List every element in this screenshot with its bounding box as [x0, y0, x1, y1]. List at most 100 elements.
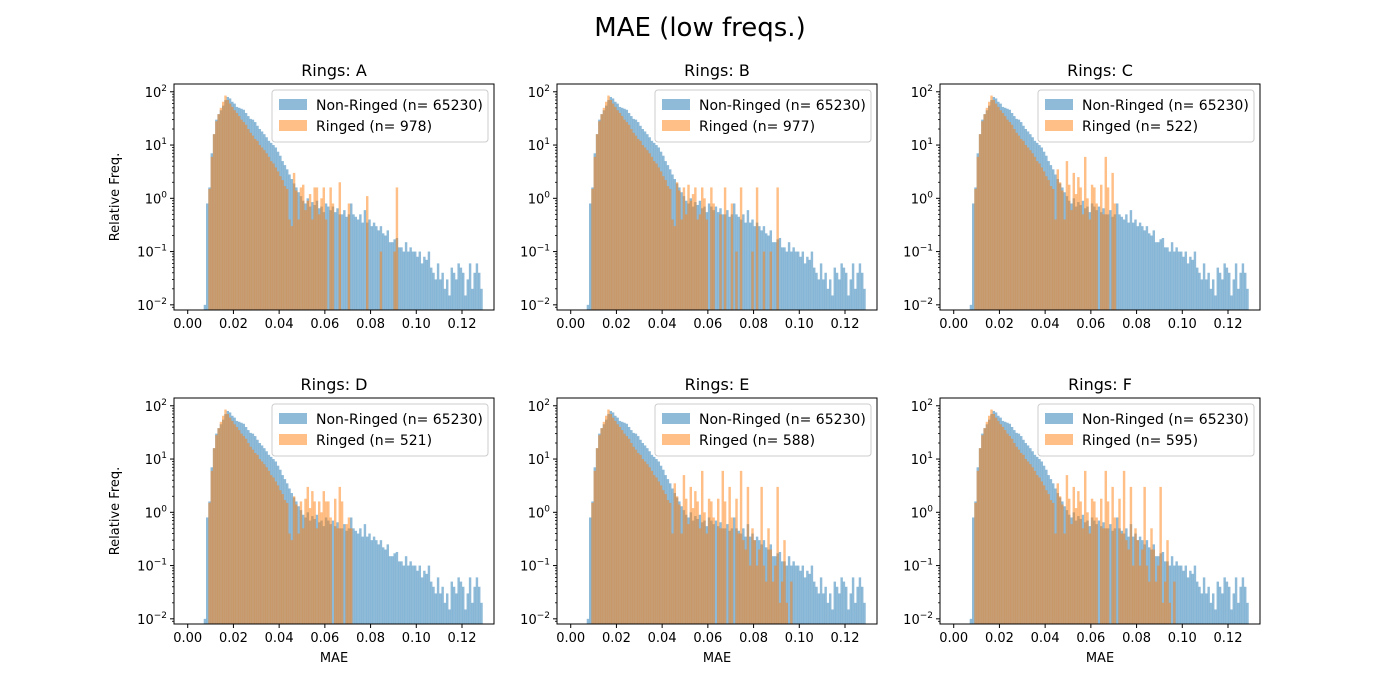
histogram-bar	[443, 602, 447, 624]
histogram-bar	[286, 188, 289, 310]
histogram-bar	[203, 618, 207, 624]
histogram-bar	[726, 210, 729, 310]
histogram-bar	[778, 237, 782, 310]
histogram-bar	[1045, 176, 1048, 310]
histogram-bar	[1013, 443, 1016, 624]
y-tick-label: 102	[145, 84, 167, 101]
histogram-bar	[1029, 464, 1032, 624]
histogram-bar	[295, 190, 298, 310]
y-tick-label: 10−2	[903, 297, 933, 314]
histogram-bar	[1086, 512, 1089, 624]
histogram-bar	[1072, 486, 1076, 624]
histogram-bar	[1047, 494, 1050, 624]
histogram-bar	[386, 230, 390, 310]
x-tick-label: 0.04	[265, 317, 294, 332]
legend: Non-Ringed (n= 65230) Ringed (n= 977)	[654, 89, 872, 143]
histogram-bar	[992, 414, 996, 624]
histogram-bar	[1244, 272, 1247, 310]
histogram-bar	[302, 184, 305, 310]
histogram-bar	[391, 556, 394, 624]
histogram-bar	[776, 486, 779, 624]
histogram-bar	[1177, 565, 1181, 624]
histogram-bar	[347, 203, 351, 310]
histogram-bar	[655, 477, 658, 624]
y-tick-label: 100	[145, 504, 168, 521]
histogram-bar	[994, 417, 998, 624]
histogram-bar	[1084, 156, 1087, 310]
histogram-bar	[1141, 549, 1144, 624]
histogram-bar	[682, 187, 686, 310]
x-tick-label: 0.02	[985, 631, 1014, 646]
subplot-6: Rings: F 0.00 0.02 0.04 0.06 0.08 0.10 0.12 10−2…	[903, 375, 1261, 666]
axes-frame	[556, 83, 878, 311]
histogram-bar	[324, 501, 328, 624]
histogram-bar	[480, 288, 483, 310]
histogram-bar	[726, 524, 729, 624]
histogram-bar	[1136, 540, 1140, 624]
histogram-bar	[797, 565, 800, 624]
x-tick-label: 0.00	[939, 631, 968, 646]
histogram-bar	[1184, 251, 1188, 310]
histogram-bar	[212, 134, 216, 310]
histogram-bar	[781, 247, 784, 310]
histogram-bar	[673, 483, 677, 624]
histogram-bar	[1244, 586, 1247, 624]
histogram-bar	[1202, 577, 1206, 624]
histogram-bar	[1042, 485, 1046, 624]
histogram-bar	[632, 446, 635, 624]
histogram-bar	[361, 222, 364, 310]
histogram-bar	[765, 233, 768, 310]
histogram-bar	[767, 235, 770, 310]
histogram-bar	[217, 114, 220, 310]
x-tick-label: 0.08	[739, 631, 768, 646]
histogram-bar	[737, 216, 741, 310]
histogram-bar	[324, 219, 328, 310]
histogram-bar	[616, 110, 619, 310]
histogram-bar	[1111, 486, 1114, 624]
x-tick-label: 0.06	[310, 317, 339, 332]
histogram-bar	[689, 200, 693, 310]
histogram-bar	[1097, 206, 1101, 310]
histogram-bar	[856, 586, 859, 624]
histogram-bar	[771, 581, 775, 624]
legend: Non-Ringed (n= 65230) Ringed (n= 522)	[1037, 89, 1255, 143]
histogram-bar	[833, 267, 837, 310]
histogram-bar	[1077, 177, 1080, 310]
histogram-bar	[302, 528, 305, 624]
histogram-bar	[1026, 147, 1030, 310]
histogram-bar	[611, 417, 615, 624]
legend-label: Non-Ringed (n= 65230)	[316, 98, 483, 114]
histogram-bar	[1154, 242, 1158, 310]
histogram-bar	[260, 147, 264, 310]
histogram-bar	[863, 602, 866, 624]
histogram-bar	[393, 251, 396, 310]
histogram-bar	[799, 570, 802, 624]
legend-label: Non-Ringed (n= 65230)	[699, 412, 866, 428]
histogram-bar	[407, 565, 410, 624]
histogram-bar	[1214, 295, 1217, 310]
histogram-bar	[744, 222, 747, 310]
histogram-bar	[404, 556, 408, 624]
x-tick-label: 0.02	[219, 317, 248, 332]
legend-label: Non-Ringed (n= 65230)	[316, 412, 483, 428]
histogram-bar	[719, 214, 722, 310]
histogram-bar	[762, 565, 766, 624]
histogram-bar	[730, 517, 734, 624]
histogram-bar	[669, 502, 672, 624]
histogram-bar	[446, 593, 449, 624]
histogram-bar	[701, 470, 704, 624]
histogram-bar	[810, 251, 814, 310]
histogram-bar	[366, 196, 369, 310]
histogram-bar	[295, 504, 298, 624]
histogram-bar	[819, 577, 823, 624]
histogram-bar	[210, 156, 214, 310]
histogram-bar	[464, 609, 467, 624]
histogram-bar	[815, 272, 818, 310]
histogram-bar	[1031, 467, 1034, 624]
histogram-bar	[1022, 454, 1025, 624]
histogram-bar	[1052, 188, 1055, 310]
histogram-bar	[219, 107, 223, 310]
histogram-bar	[790, 581, 793, 624]
histogram-bar	[678, 190, 681, 310]
series-ringed	[591, 95, 779, 310]
